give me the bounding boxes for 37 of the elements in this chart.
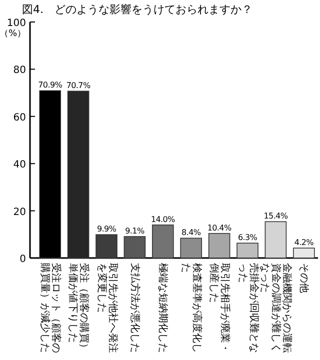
- y-tick-label: 0: [20, 254, 26, 265]
- x-tick-label: 取引先が他社へ発注を変更した: [96, 263, 118, 355]
- y-tick-label: 80: [13, 65, 26, 76]
- bar: [124, 236, 146, 258]
- x-tick-label: 受注ロット（顧客の購買量）が減少した: [39, 263, 62, 355]
- x-tick-label: 支払方法が悪化した: [129, 263, 140, 355]
- bar: [264, 221, 287, 258]
- data-label: 4.2%: [294, 238, 314, 248]
- bar: [67, 90, 90, 258]
- bar: [152, 224, 174, 258]
- x-tick-label: 検査基準が高度化した: [180, 263, 202, 355]
- bar: [96, 234, 118, 258]
- data-label: 9.1%: [125, 226, 145, 236]
- data-label: 8.4%: [182, 228, 202, 238]
- x-tick-label: 取引先相手が廃業・倒産した: [208, 263, 230, 355]
- bar: [293, 248, 315, 258]
- x-tick-label: 売掛金が回収難となった: [236, 263, 258, 355]
- y-axis-title: （%）: [0, 29, 26, 39]
- bar: [180, 238, 202, 258]
- x-tick-label: 金融機関からの運転資金の調達が難しくなった: [259, 263, 292, 355]
- data-label: 15.4%: [264, 212, 288, 221]
- y-tick-label: 40: [13, 160, 26, 171]
- data-label: 6.3%: [238, 233, 258, 242]
- y-tick-label: 60: [13, 112, 26, 124]
- data-label: 70.7%: [66, 81, 91, 90]
- x-tick-label: 極端な短納期化した: [157, 263, 168, 355]
- data-label: 14.0%: [150, 214, 176, 224]
- y-tick-label: 20: [13, 206, 26, 218]
- x-tick-label: 受注（顧客の購買）単価が値下りした: [67, 263, 90, 355]
- data-label: 9.9%: [96, 224, 117, 234]
- chart-title: 図4. どのような影響をうけておられますか？: [22, 3, 252, 16]
- bar: [236, 242, 258, 258]
- x-tick-label: その他: [298, 263, 310, 295]
- data-label: 70.9%: [38, 80, 63, 90]
- y-tick-label: 100: [6, 18, 26, 29]
- data-label: 10.4%: [207, 223, 232, 232]
- bar: [208, 233, 230, 258]
